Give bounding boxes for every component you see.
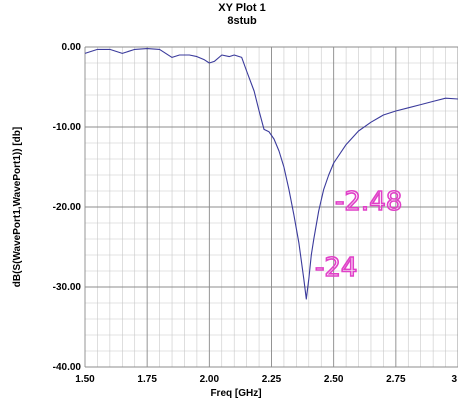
y-tick-labels: 0.00 -10.00 -20.00 -30.00 -40.00 <box>53 42 82 373</box>
x-tick-label: 2.50 <box>324 374 344 385</box>
annotation-2-48: -2.48 <box>335 187 402 217</box>
y-axis-label: dB(S(WavePort1,WavePort1)) [db] <box>12 127 23 287</box>
y-tick-label: -10.00 <box>53 122 82 133</box>
y-tick-label: -30.00 <box>53 282 82 293</box>
series-line-0 <box>84 48 458 300</box>
x-tick-label: 1.50 <box>75 374 95 385</box>
x-tick-label: 1.75 <box>137 374 157 385</box>
y-tick-label: -20.00 <box>53 202 82 213</box>
y-tick-label: 0.00 <box>62 42 82 53</box>
x-axis-label: Freq [GHz] <box>210 388 261 399</box>
handwritten-annotations: -2.48 -24 <box>314 186 403 284</box>
x-tick-label: 2.75 <box>386 374 406 385</box>
major-gridlines <box>84 46 458 368</box>
series-group <box>84 48 458 300</box>
x-tick-labels: 1.50 1.75 2.00 2.25 2.50 2.75 3 <box>75 374 457 385</box>
x-tick-label: 3 <box>451 374 457 385</box>
annotation-24: -24 <box>315 253 357 283</box>
x-tick-label: 2.25 <box>262 374 282 385</box>
chart-subtitle: 8stub <box>227 15 257 27</box>
y-tick-label: -40.00 <box>53 362 82 373</box>
x-tick-label: 2.00 <box>200 374 220 385</box>
chart-title: XY Plot 1 <box>218 2 265 14</box>
